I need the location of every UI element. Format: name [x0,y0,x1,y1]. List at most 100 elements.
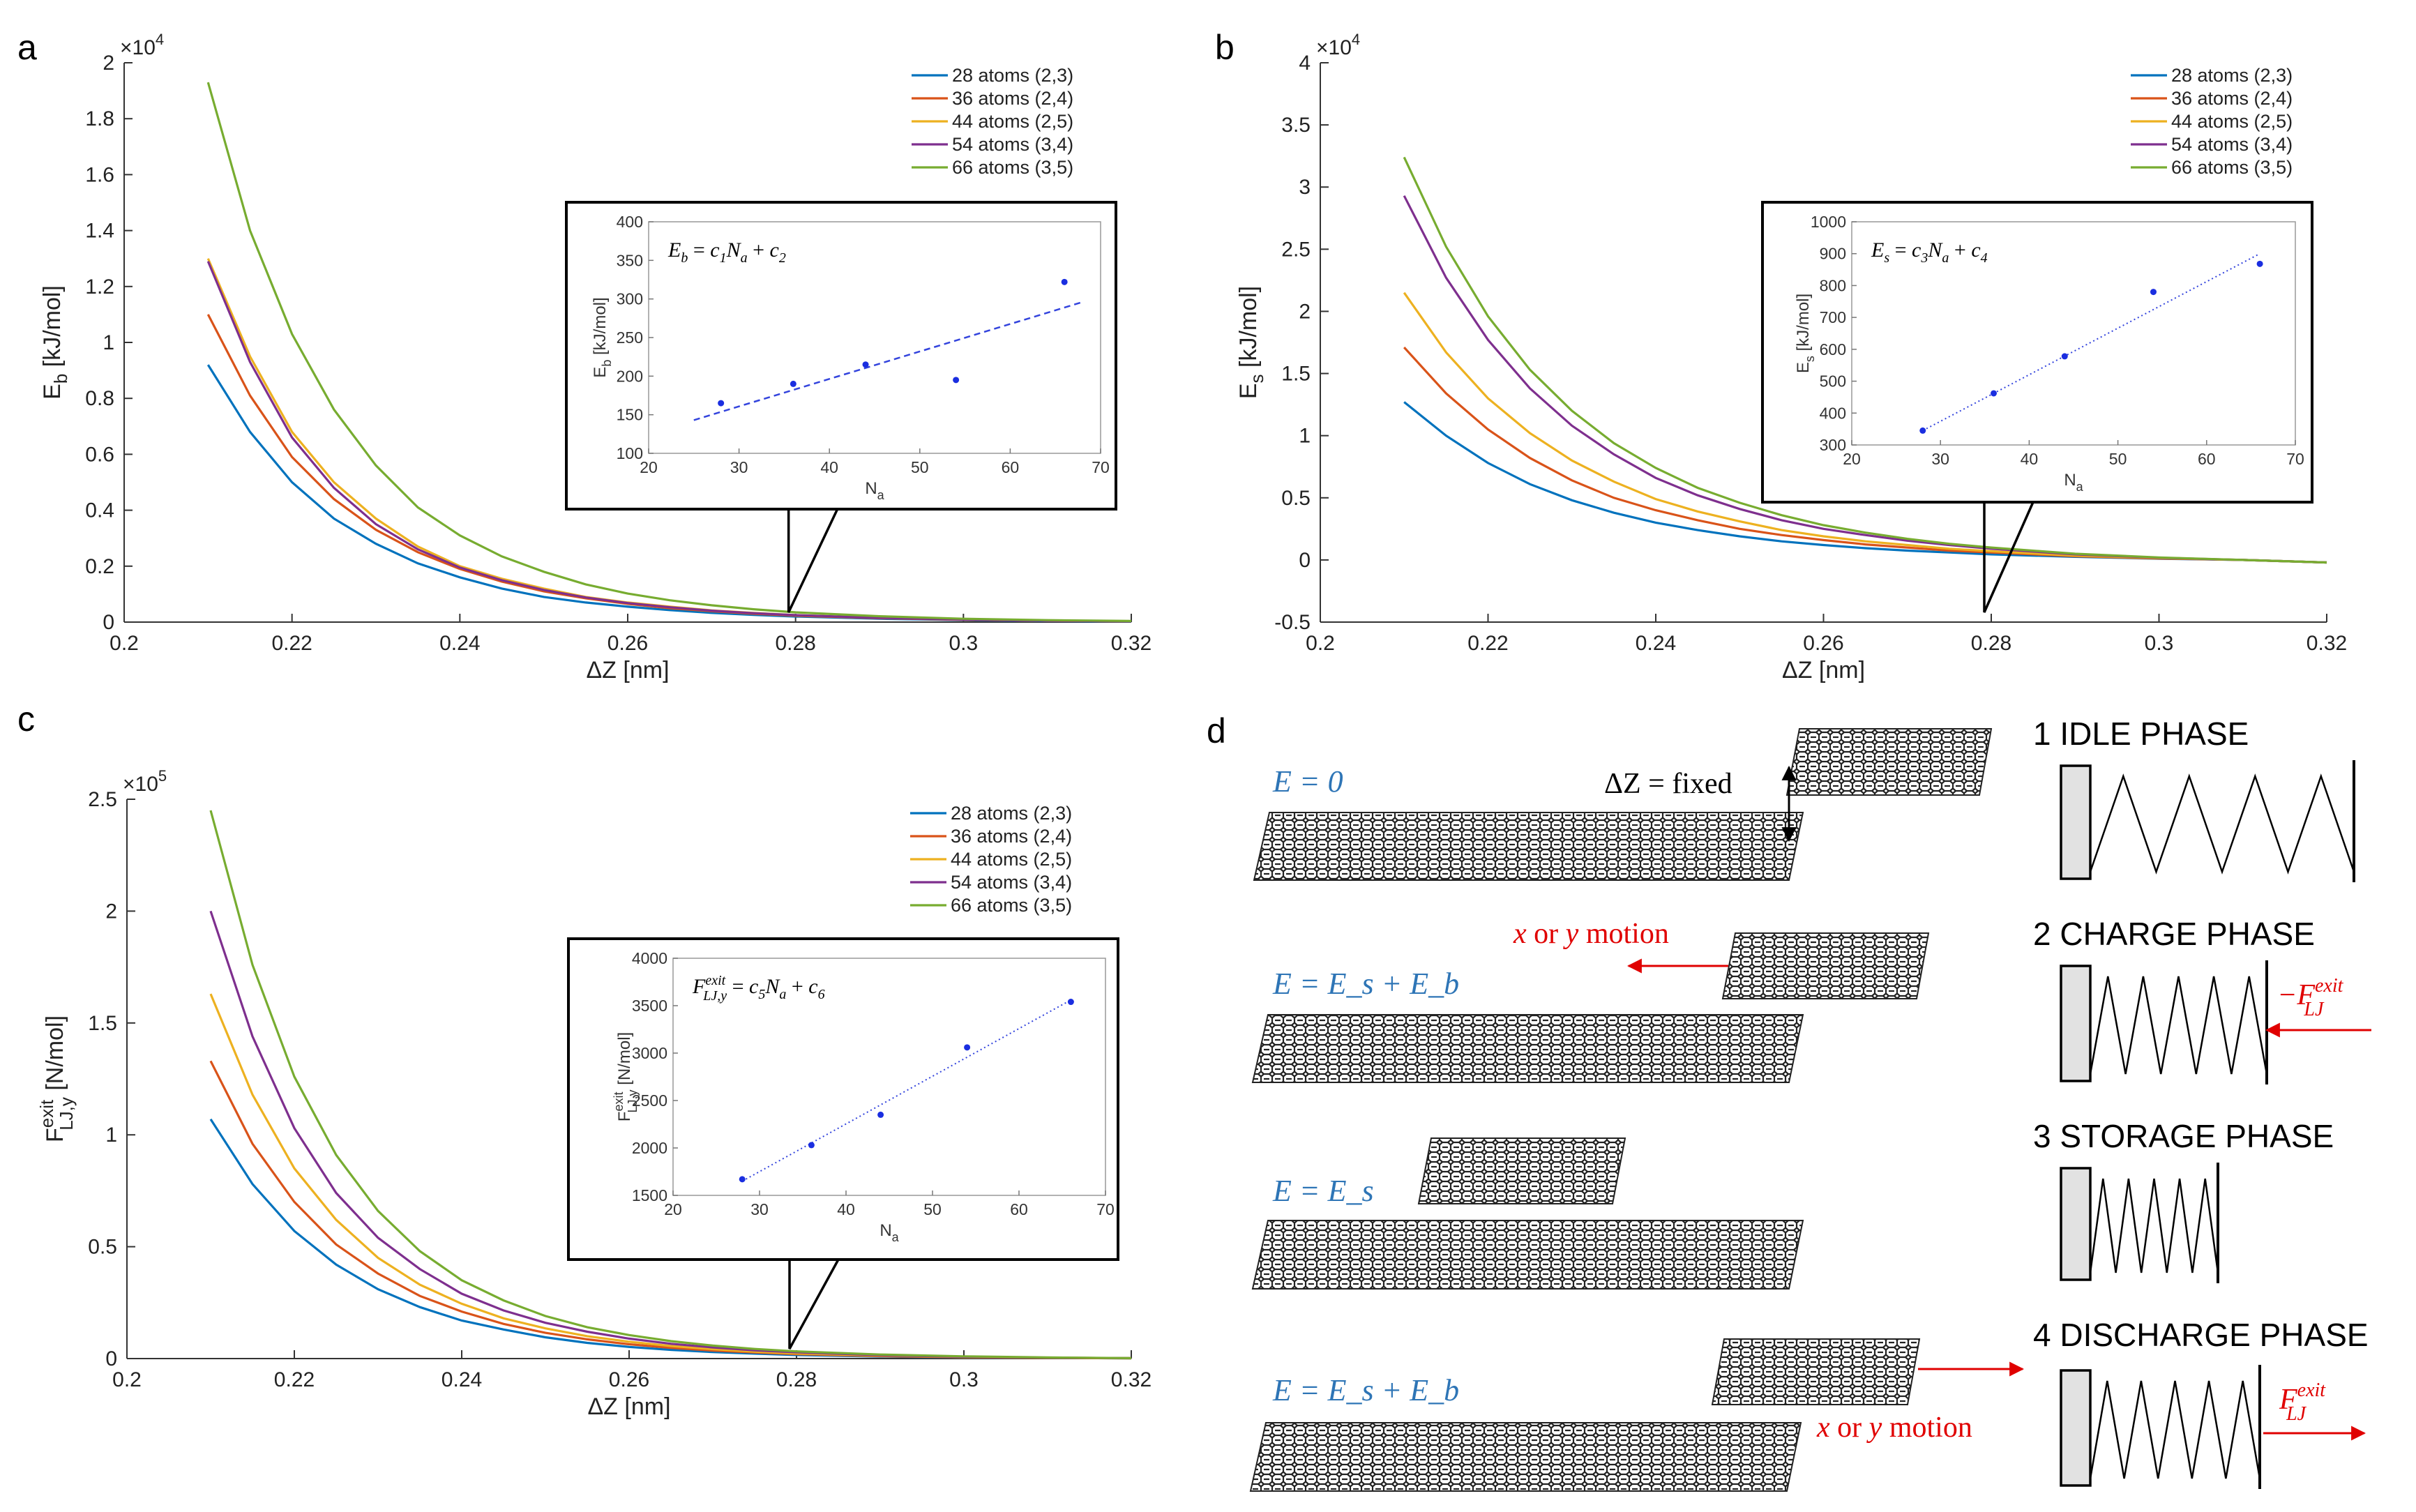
inset-fit-line [1922,252,2260,432]
inset-y-tick-label: 400 [1820,404,1846,422]
inset-y-tick-label: 3500 [632,997,667,1015]
inset-y-tick-label: 900 [1820,245,1846,263]
inset-point [2256,260,2263,267]
inset-formula: Fexit LJ,y = c5Na + c6 [692,973,825,1004]
top-flake-idle [1785,728,1993,796]
x-tick-label: 0.32 [1111,1368,1152,1391]
x-tick-label: 0.22 [1467,632,1508,655]
panel-letter-d: d [1207,711,1226,750]
inset-callout [1983,501,2034,613]
x-tick-label: 0.28 [1971,632,2011,655]
x-tick-label: 0.24 [1636,632,1676,655]
inset-x-tick-label: 60 [1002,458,1020,476]
panel-letter-c: c [17,700,35,739]
y-tick-label: -0.5 [1274,611,1311,634]
x-tick-label: 0.3 [949,1368,979,1391]
inset-frame [1761,201,2313,504]
inset-x-tick-label: 30 [1931,450,1949,468]
motion-label-charge: x or y motion [1513,918,1669,950]
inset-x-tick-label: 60 [2198,450,2216,468]
inset-x-label: Na [879,1221,899,1244]
y-tick-label: 0 [105,1347,117,1370]
y-tick-label: 0.2 [85,555,114,578]
legend-label: 28 atoms (2,3) [2171,65,2293,86]
inset-x-tick-label: 40 [2021,450,2039,468]
inset-y-tick-label: 400 [617,213,643,231]
inset-x-tick-label: 70 [1092,458,1110,476]
phase-title-charge: 2 CHARGE PHASE [2033,916,2315,952]
x-axis-label: ΔZ [nm] [586,657,669,683]
spring-schematics [2060,760,2355,1489]
y-exponent: ×105 [123,767,167,796]
y-tick-label: 1.6 [85,163,114,186]
inset-y-tick-label: 3000 [632,1044,667,1062]
spring-wall [2060,965,2092,1082]
y-axis-label: FexitLJ,y [N/mol] [36,1015,77,1142]
x-tick-label: 0.28 [775,632,815,655]
chart-panel-b: b 0.2 0.22 0.24 0.26 0.28 0.3 0.32 -0.5 0 0.5 1 1.5 2… [1215,28,2347,683]
legend-label: 36 atoms (2,4) [951,826,1072,847]
legend-label: 44 atoms (2,5) [952,111,1073,132]
inset-y-tick-label: 200 [617,367,643,385]
y-tick-label: 3.5 [1281,114,1311,137]
x-tick-label: 0.26 [1803,632,1843,655]
x-tick-label: 0.24 [441,1368,482,1391]
legend-label: 28 atoms (2,3) [952,65,1073,86]
y-tick-label: 0 [103,611,114,634]
dz-fixed-label: ΔZ = fixed [1604,768,1732,800]
y-exponent: ×104 [1316,31,1360,59]
inset-y-tick-label: 300 [617,290,643,308]
inset-y-tick-label: 800 [1820,276,1846,294]
x-axis-label: ΔZ [nm] [587,1393,670,1420]
inset-point [877,1111,884,1118]
inset-x-label: Na [2064,471,2083,494]
inset-point [1067,999,1074,1006]
y-tick-label: 0.8 [85,387,114,410]
inset-y-label: FexitLJ,y [N/mol] [612,1032,640,1121]
legend-label: 44 atoms (2,5) [951,849,1072,870]
inset-point [2150,289,2157,296]
x-tick-label: 0.2 [110,632,139,655]
inset-point [718,400,725,407]
legend-label: 66 atoms (3,5) [2171,157,2293,178]
inset-x-tick-label: 20 [1843,450,1861,468]
y-tick-label: 0.5 [1281,487,1311,510]
energy-label-idle: E = 0 [1272,764,1343,799]
inset-y-tick-label: 500 [1820,372,1846,391]
inset-x-tick-label: 30 [730,458,748,476]
inset-callout [788,1259,840,1350]
inset-y-tick-label: 100 [617,444,643,462]
y-tick-label: 1.5 [88,1012,117,1035]
phase-title-idle: 1 IDLE PHASE [2033,716,2249,752]
spring-coil [2089,773,2355,875]
inset-x-tick-label: 30 [750,1200,769,1218]
inset-x-label: Na [865,479,884,502]
legend-label: 36 atoms (2,4) [952,88,1073,109]
top-flake-storage [1417,1137,1626,1204]
inset-y-tick-label: 150 [617,406,643,424]
inset-point [2061,353,2068,360]
legend-label: 54 atoms (3,4) [2171,134,2293,155]
legend: 28 atoms (2,3)36 atoms (2,4)44 atoms (2,… [2131,65,2293,178]
chart-panels: a0.2 0.22 0.24 0.26 0.28 0.3 0.3200.20.40.60.8… [17,28,2347,1420]
series-line-5 [1403,156,2327,564]
inset-x-tick-label: 70 [1096,1200,1115,1218]
spring-coil [2089,1178,2219,1273]
x-tick-label: 0.22 [274,1368,315,1391]
y-tick-label: 1 [1299,425,1311,448]
spring-coil [2089,976,2268,1075]
series-line-5 [209,810,1132,1359]
inset-y-tick-label: 4000 [632,949,667,967]
x-tick-label: 0.28 [776,1368,817,1391]
y-tick-label: 2 [105,900,117,923]
y-tick-label: 2.5 [88,788,117,811]
series-line-4 [206,261,1132,623]
x-tick-label: 0.2 [112,1368,142,1391]
spring-wall [2060,764,2092,880]
inset-y-tick-label: 700 [1820,308,1846,326]
motion-label-discharge: x or y motion [1816,1412,1972,1444]
inset-y-tick-label: 2500 [632,1091,667,1110]
y-tick-label: 1.2 [85,275,114,298]
inset-y-label: Eb [kJ/mol] [591,297,614,377]
x-axis-label: ΔZ [nm] [1782,657,1865,683]
